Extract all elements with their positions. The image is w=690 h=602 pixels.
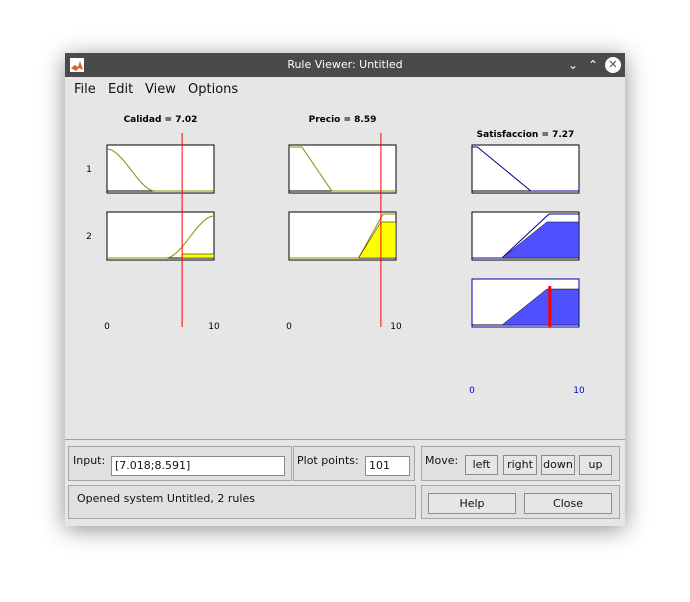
input-mf-box xyxy=(106,144,215,194)
calidad-mf-2-curve xyxy=(107,215,215,259)
minimize-icon[interactable]: ⌄ xyxy=(567,58,579,72)
input-mf-box xyxy=(106,211,215,261)
rule-number-2: 2 xyxy=(86,232,92,242)
precio-mf-1-curve xyxy=(289,146,396,192)
plot-points-field[interactable]: 101 xyxy=(365,456,410,476)
input-group: Input: [7.018;8.591] xyxy=(68,446,292,481)
precio-mf-2-fill xyxy=(358,221,397,259)
plot-points-group: Plot points: 101 xyxy=(293,446,415,481)
menu-view[interactable]: View xyxy=(145,82,176,97)
input-field[interactable]: [7.018;8.591] xyxy=(111,456,285,476)
move-right-button[interactable]: right xyxy=(503,455,537,475)
move-group: Move: left right down up xyxy=(421,446,620,481)
bottom-panel: Input: [7.018;8.591] Plot points: 101 Mo… xyxy=(65,439,625,526)
move-label: Move: xyxy=(425,454,459,467)
close-window-icon[interactable]: ✕ xyxy=(605,57,621,73)
input-mf-box xyxy=(288,144,397,194)
maximize-icon[interactable]: ⌃ xyxy=(587,58,599,72)
output-mf-box xyxy=(471,144,580,194)
menu-file[interactable]: File xyxy=(74,82,96,97)
move-up-button[interactable]: up xyxy=(579,455,612,475)
satisfaccion-mf-2-fill xyxy=(501,221,580,259)
calidad-mf-1-curve xyxy=(106,148,214,192)
input-title-precio: Precio = 8.59 xyxy=(309,115,377,125)
matlab-icon xyxy=(70,58,84,72)
help-button[interactable]: Help xyxy=(428,493,516,514)
dialog-buttons-group: Help Close xyxy=(421,485,620,519)
precio-tick-min: 0 xyxy=(286,322,292,332)
title-bar: Rule Viewer: Untitled ⌄ ⌃ ✕ xyxy=(65,53,625,77)
satisfaccion-tick-max: 10 xyxy=(573,386,585,396)
close-button[interactable]: Close xyxy=(524,493,612,514)
move-left-button[interactable]: left xyxy=(465,455,498,475)
window-title: Rule Viewer: Untitled xyxy=(287,58,403,71)
precio-mf-2-curve xyxy=(289,213,396,259)
rule-number-1: 1 xyxy=(86,165,92,175)
calidad-tick-min: 0 xyxy=(104,322,110,332)
output-title-satisfaccion: Satisfaccion = 7.27 xyxy=(477,130,575,140)
menu-edit[interactable]: Edit xyxy=(108,82,134,97)
satisfaccion-mf-1-curve xyxy=(472,146,579,192)
rule-plot-area: Calidad = 7.02 0 10 Precio = 8.59 0 10 Satisfa… xyxy=(65,101,625,439)
calidad-tick-max: 10 xyxy=(208,322,220,332)
calidad-mf-2-fill xyxy=(181,253,215,259)
status-text: Opened system Untitled, 2 rules xyxy=(77,492,255,505)
satisfaccion-aggregate-fill xyxy=(501,288,580,326)
input-label: Input: xyxy=(73,454,106,467)
menu-bar: File Edit View Options xyxy=(65,77,625,101)
move-down-button[interactable]: down xyxy=(541,455,575,475)
precio-tick-max: 10 xyxy=(390,322,402,332)
satisfaccion-mf-2-curve xyxy=(472,213,579,259)
rule-viewer-window: Rule Viewer: Untitled ⌄ ⌃ ✕ File Edit Vi… xyxy=(65,53,625,526)
plot-points-label: Plot points: xyxy=(297,454,359,467)
status-group: Opened system Untitled, 2 rules xyxy=(68,485,416,519)
satisfaccion-tick-min: 0 xyxy=(469,386,475,396)
menu-options[interactable]: Options xyxy=(188,82,239,97)
input-title-calidad: Calidad = 7.02 xyxy=(124,115,198,125)
